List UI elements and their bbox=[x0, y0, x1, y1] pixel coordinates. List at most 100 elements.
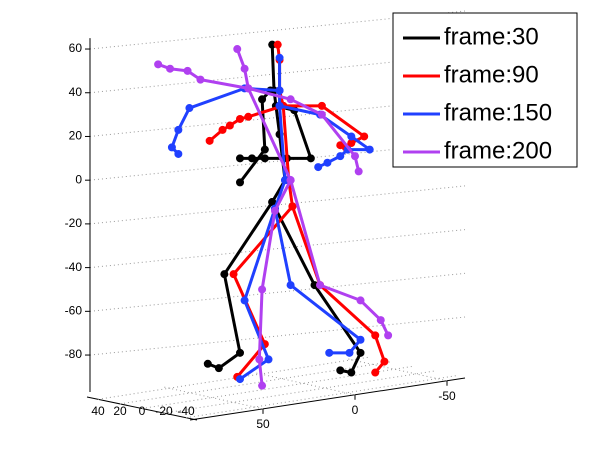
joint bbox=[154, 60, 163, 69]
joint bbox=[218, 125, 227, 134]
joint bbox=[356, 335, 365, 344]
grid-line bbox=[254, 372, 356, 396]
joint bbox=[174, 125, 183, 134]
joint bbox=[281, 176, 290, 185]
joint bbox=[351, 152, 359, 161]
joint bbox=[258, 95, 267, 104]
grid-line bbox=[89, 229, 466, 269]
joint bbox=[275, 86, 284, 95]
joint bbox=[317, 110, 326, 119]
y-tick-label: 20 bbox=[69, 129, 83, 143]
z-tick-label: 20 bbox=[113, 404, 127, 418]
z-tick-label: 0 bbox=[139, 404, 146, 418]
joint bbox=[240, 64, 249, 73]
y-tick-label: -60 bbox=[65, 303, 83, 317]
y-tick-label: -80 bbox=[65, 347, 83, 361]
joint bbox=[236, 154, 244, 163]
joint bbox=[371, 331, 380, 340]
joint bbox=[365, 145, 374, 154]
joint bbox=[260, 145, 269, 154]
joint bbox=[347, 139, 356, 148]
joint bbox=[356, 296, 365, 305]
grid-line bbox=[141, 366, 413, 409]
joint bbox=[345, 348, 354, 357]
joint bbox=[347, 132, 356, 141]
joint bbox=[260, 154, 269, 163]
joint bbox=[255, 355, 264, 364]
x-tick-label: 50 bbox=[256, 417, 270, 431]
joint bbox=[220, 270, 229, 279]
joint bbox=[316, 281, 325, 290]
y-tick-label: 60 bbox=[69, 41, 83, 55]
legend-label: frame:90 bbox=[444, 61, 539, 88]
joint bbox=[286, 281, 295, 290]
joint bbox=[236, 114, 244, 123]
joint bbox=[268, 40, 277, 49]
joint bbox=[384, 331, 393, 340]
joint bbox=[336, 141, 345, 150]
joint bbox=[336, 366, 345, 375]
joint bbox=[356, 348, 365, 357]
joint bbox=[354, 167, 363, 176]
joint bbox=[323, 158, 332, 167]
grid-line bbox=[119, 361, 391, 405]
skeleton-limb bbox=[289, 179, 390, 337]
joint bbox=[347, 368, 356, 377]
joint bbox=[174, 149, 183, 158]
x-tick-label: 0 bbox=[352, 403, 359, 417]
joint bbox=[286, 176, 295, 185]
joint bbox=[185, 104, 194, 113]
y-tick-label: 40 bbox=[69, 85, 83, 99]
joint bbox=[258, 285, 267, 294]
joint bbox=[258, 381, 267, 390]
skeleton-limb bbox=[157, 62, 361, 172]
joint bbox=[247, 154, 256, 163]
joint bbox=[225, 121, 234, 130]
joint bbox=[236, 348, 244, 357]
grid-line bbox=[97, 356, 369, 400]
y-tick-label: 0 bbox=[75, 172, 82, 186]
grid-line bbox=[89, 10, 466, 50]
joint bbox=[166, 64, 175, 73]
z-tick-label: -40 bbox=[177, 404, 195, 418]
grid-line bbox=[185, 375, 457, 419]
joint bbox=[310, 281, 319, 290]
x-tick-label: -50 bbox=[438, 389, 456, 403]
joint bbox=[268, 198, 277, 207]
grid-line bbox=[346, 358, 448, 382]
z-tick-label: -20 bbox=[155, 404, 173, 418]
joint bbox=[236, 178, 244, 187]
joint bbox=[167, 143, 176, 152]
x-axis bbox=[189, 377, 466, 421]
joint bbox=[336, 152, 345, 161]
joint bbox=[233, 45, 242, 54]
joint bbox=[314, 163, 323, 172]
grid-line bbox=[89, 54, 466, 94]
joint bbox=[288, 202, 297, 211]
joint bbox=[376, 316, 385, 325]
legend-label: frame:150 bbox=[444, 99, 552, 126]
skeleton-limb bbox=[278, 57, 287, 181]
joint bbox=[371, 368, 380, 377]
y-tick-label: -20 bbox=[65, 216, 83, 230]
joint bbox=[380, 357, 389, 366]
legend-label: frame:30 bbox=[444, 23, 539, 50]
joint bbox=[286, 95, 295, 104]
grid-line bbox=[89, 141, 466, 181]
joint bbox=[360, 132, 369, 141]
z-tick-label: 40 bbox=[91, 404, 105, 418]
joint bbox=[306, 154, 315, 163]
skeleton-limb bbox=[235, 48, 292, 181]
joint bbox=[183, 66, 192, 75]
joint bbox=[325, 348, 334, 357]
grid-line bbox=[89, 316, 466, 356]
joint bbox=[240, 296, 249, 305]
joint bbox=[236, 375, 244, 384]
legend-label: frame:200 bbox=[444, 137, 552, 164]
joint bbox=[244, 84, 253, 93]
joint bbox=[275, 101, 284, 110]
joint bbox=[244, 112, 253, 121]
joint bbox=[214, 364, 223, 373]
